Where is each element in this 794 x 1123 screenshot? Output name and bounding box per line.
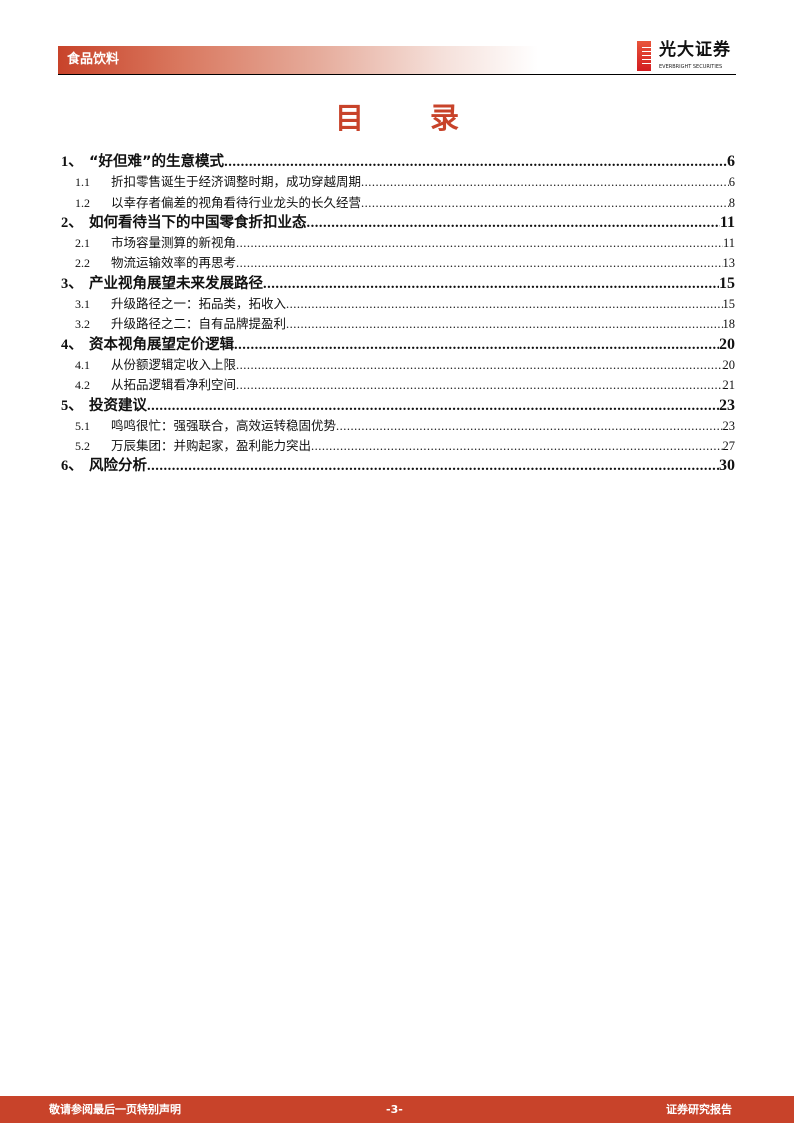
toc-title: 万辰集团：并购起家，盈利能力突出	[111, 438, 312, 454]
toc-page: 15	[722, 297, 736, 312]
toc-page: 30	[719, 457, 735, 475]
toc-leader	[236, 355, 722, 375]
toc-leader	[311, 436, 722, 456]
toc-number: 4.1	[75, 357, 90, 372]
toc-title: 从拓品逻辑看净利空间	[111, 377, 237, 393]
footer-disclaimer: 敬请参阅最后一页特别声明	[49, 1103, 181, 1116]
toc-number: 4、	[61, 336, 83, 353]
toc-entry[interactable]: 2.1 市场容量测算的新视角 11	[61, 233, 735, 253]
footer-report-type: 证券研究报告	[666, 1103, 732, 1116]
brand-logo: 光大证券 EVERBRIGHT SECURITIES	[637, 40, 747, 72]
toc-number: 1、	[61, 154, 83, 170]
brand-name-cn: 光大证券	[659, 40, 731, 60]
toc-title: 鸣鸣很忙：强强联合，高效运转稳固优势	[111, 417, 337, 433]
toc-page: 23	[719, 396, 735, 414]
toc-page: 23	[722, 418, 736, 433]
toc-page: 27	[722, 439, 736, 454]
toc-page: 20	[722, 357, 736, 372]
toc-page: 11	[719, 213, 735, 231]
toc-leader	[286, 294, 722, 314]
toc-leader	[236, 233, 723, 253]
page-number: -3-	[386, 1103, 403, 1116]
toc-title: 物流运输效率的再思考	[111, 255, 237, 271]
toc-page: 8	[728, 195, 735, 210]
toc-entry[interactable]: 3.2 升级路径之二：自有品牌提盈利 18	[61, 314, 735, 334]
toc-title: 以幸存者偏差的视角看待行业龙头的长久经营	[111, 194, 362, 210]
toc-leader	[361, 193, 729, 213]
header-divider	[58, 74, 736, 75]
toc-leader	[234, 335, 719, 355]
toc-number: 6、	[61, 458, 83, 475]
toc-entry[interactable]: 4、资本视角展望定价逻辑 20	[61, 335, 735, 355]
toc-number: 5、	[61, 397, 83, 414]
toc-page: 21	[722, 378, 736, 393]
section-label: 食品饮料	[67, 52, 120, 67]
toc-leader	[307, 213, 720, 233]
toc-entry[interactable]: 6、风险分析 30	[61, 456, 735, 476]
toc-entry[interactable]: 3.1 升级路径之一：拓品类，拓收入 15	[61, 294, 735, 314]
toc-entry[interactable]: 1.2 以幸存者偏差的视角看待行业龙头的长久经营 8	[61, 193, 735, 213]
toc-title: 产业视角展望未来发展路径	[89, 275, 263, 292]
toc-number: 2.2	[75, 256, 90, 271]
toc-leader	[147, 456, 719, 476]
toc-leader	[286, 314, 722, 334]
toc-number: 2.1	[75, 236, 90, 251]
toc-entry[interactable]: 1.1 折扣零售诞生于经济调整时期，成功穿越周期 6	[61, 172, 735, 192]
toc-leader	[361, 172, 729, 192]
toc-title: 如何看待当下的中国零食折扣业态	[89, 214, 307, 231]
header-banner: 食品饮料	[58, 46, 538, 74]
page-title: 目 录	[334, 101, 488, 135]
toc-page: 13	[722, 256, 736, 271]
toc-number: 3.1	[75, 297, 90, 312]
toc-number: 3、	[61, 275, 83, 292]
toc-number: 4.2	[75, 378, 90, 393]
toc-title: 风险分析	[89, 458, 147, 475]
toc-title: 投资建议	[89, 397, 147, 414]
toc-title: 折扣零售诞生于经济调整时期，成功穿越周期	[111, 174, 362, 190]
toc-number: 5.2	[75, 439, 90, 454]
toc-entry[interactable]: 2.2 物流运输效率的再思考 13	[61, 253, 735, 273]
toc-title: 市场容量测算的新视角	[111, 235, 237, 251]
footer-bar: 敬请参阅最后一页特别声明 -3- 证券研究报告	[0, 1096, 794, 1123]
toc-number: 1.1	[75, 175, 90, 190]
toc-number: 1.2	[75, 195, 90, 210]
toc-number: 2、	[61, 214, 83, 231]
toc-entry[interactable]: 5.1 鸣鸣很忙：强强联合，高效运转稳固优势 23	[61, 416, 735, 436]
toc-entry[interactable]: 1、 “好但难”的生意模式 6	[61, 152, 735, 172]
toc-entry[interactable]: 4.1 从份额逻辑定收入上限 20	[61, 355, 735, 375]
table-of-contents: 1、 “好但难”的生意模式 6 1.1 折扣零售诞生于经济调整时期，成功穿越周期 6 1.2…	[61, 152, 735, 477]
toc-leader	[236, 375, 722, 395]
toc-page: 20	[719, 335, 735, 353]
toc-leader	[263, 274, 719, 294]
toc-number: 3.2	[75, 317, 90, 332]
toc-page: 11	[722, 236, 735, 251]
brand-name-en: EVERBRIGHT SECURITIES	[659, 64, 723, 70]
logo-mark-icon	[637, 41, 651, 71]
toc-page: 6	[727, 153, 735, 170]
toc-page: 18	[722, 317, 736, 332]
toc-title: 从份额逻辑定收入上限	[111, 356, 237, 372]
toc-entry[interactable]: 2、如何看待当下的中国零食折扣业态 11	[61, 213, 735, 233]
toc-leader	[224, 152, 727, 172]
toc-title: 升级路径之一：拓品类，拓收入	[111, 296, 287, 312]
toc-page: 6	[728, 175, 735, 190]
toc-leader	[236, 253, 722, 273]
toc-number: 5.1	[75, 418, 90, 433]
toc-title: 升级路径之二：自有品牌提盈利	[111, 316, 287, 332]
toc-title: 资本视角展望定价逻辑	[89, 336, 234, 353]
toc-entry[interactable]: 4.2 从拓品逻辑看净利空间 21	[61, 375, 735, 395]
toc-leader	[147, 396, 719, 416]
toc-entry[interactable]: 5、投资建议 23	[61, 396, 735, 416]
toc-page: 15	[719, 274, 735, 292]
toc-entry[interactable]: 5.2 万辰集团：并购起家，盈利能力突出 27	[61, 436, 735, 456]
toc-leader	[336, 416, 722, 436]
toc-entry[interactable]: 3、产业视角展望未来发展路径 15	[61, 274, 735, 294]
toc-title: “好但难”的生意模式	[89, 154, 225, 170]
